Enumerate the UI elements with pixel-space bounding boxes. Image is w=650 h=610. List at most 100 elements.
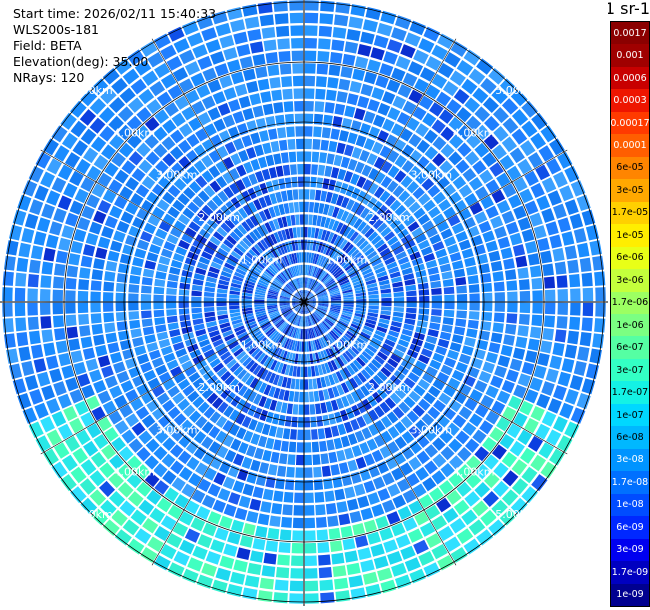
beta-range-gate [286, 377, 292, 389]
beta-range-gate [380, 430, 393, 444]
azimuth-lines [0, 0, 608, 606]
beta-range-gate [229, 294, 240, 299]
beta-range-gate [250, 328, 261, 336]
beta-range-gate [463, 374, 476, 388]
beta-range-gate [288, 441, 297, 453]
beta-range-gate [484, 472, 500, 489]
beta-range-gate [179, 539, 195, 555]
beta-range-gate [179, 49, 195, 65]
beta-range-gate [245, 445, 257, 458]
beta-range-gate [305, 302, 316, 307]
beta-range-gate [113, 361, 126, 374]
beta-range-gate [193, 160, 207, 173]
beta-range-gate [403, 323, 415, 331]
beta-range-gate [210, 51, 225, 65]
beta-range-gate [304, 593, 319, 604]
beta-range-gate [373, 434, 386, 448]
beta-range-gate [43, 342, 56, 357]
beta-range-gate [537, 352, 550, 367]
beta-range-gate [290, 214, 296, 226]
beta-range-gate [304, 492, 314, 503]
beta-range-gate [494, 292, 505, 302]
beta-range-gate [158, 338, 171, 349]
beta-range-gate [209, 411, 222, 424]
beta-range-gate [255, 286, 267, 292]
beta-range-gate [346, 498, 359, 511]
beta-range-gate [350, 323, 361, 331]
beta-range-gate [358, 240, 369, 251]
beta-range-gate [319, 271, 328, 281]
beta-range-gate [518, 313, 530, 325]
beta-range-gate [438, 392, 452, 405]
beta-range-gate [282, 308, 292, 315]
beta-range-gate [184, 528, 201, 543]
beta-range-gate [423, 428, 437, 442]
beta-range-gate [480, 77, 497, 95]
beta-range-gate [217, 347, 229, 357]
beta-range-gate [288, 390, 295, 402]
beta-range-gate [499, 434, 515, 450]
beta-range-gate [312, 253, 317, 264]
beta-range-gate [143, 369, 157, 382]
beta-range-gate [497, 355, 511, 368]
beta-range-gate [214, 63, 229, 77]
beta-range-gate [382, 252, 394, 261]
beta-range-gate [326, 281, 337, 289]
beta-range-gate [344, 243, 355, 254]
beta-range-gate [283, 338, 290, 349]
beta-range-gate [517, 429, 533, 446]
beta-range-gate [300, 227, 304, 238]
beta-range-gate [262, 323, 272, 332]
beta-range-gate [325, 316, 336, 324]
beta-range-gate [564, 199, 579, 215]
beta-range-gate [63, 405, 78, 422]
beta-range-gate [309, 189, 316, 200]
beta-range-gate [567, 330, 579, 345]
beta-range-gate [250, 433, 261, 446]
beta-range-gate [305, 299, 316, 302]
beta-range-gate [406, 307, 417, 314]
beta-range-gate [248, 270, 259, 279]
beta-range-gate [268, 309, 279, 314]
beta-range-gate [407, 371, 420, 383]
beta-range-gate [553, 203, 567, 219]
beta-range-gate [284, 228, 291, 240]
beta-range-gate [325, 245, 333, 256]
beta-range-gate [90, 313, 102, 324]
beta-range-gate [401, 144, 415, 158]
beta-range-gate [524, 240, 538, 254]
beta-range-gate [337, 275, 348, 283]
beta-range-gate [226, 235, 237, 246]
beta-range-gate [409, 20, 426, 36]
beta-range-gate [300, 354, 304, 365]
beta-range-gate [216, 297, 227, 302]
beta-range-gate [387, 441, 400, 454]
beta-range-gate [352, 342, 363, 353]
beta-range-gate [375, 75, 389, 89]
beta-range-gate [273, 153, 282, 165]
beta-range-gate [329, 52, 343, 64]
beta-range-gate [174, 95, 190, 110]
beta-range-gate [391, 562, 407, 577]
beta-range-gate [268, 310, 279, 316]
beta-range-gate [339, 318, 350, 325]
beta-range-gate [447, 214, 461, 227]
beta-range-gate [381, 302, 392, 307]
beta-range-gate [196, 84, 211, 98]
beta-range-gate [478, 370, 492, 384]
beta-range-gate [280, 402, 288, 414]
beta-range-gate [448, 472, 464, 488]
beta-range-gate [332, 206, 340, 218]
beta-range-gate [595, 302, 606, 317]
beta-range-gate [72, 447, 88, 464]
range-ring-label: 4.00km [114, 126, 156, 139]
instrument-text: WLS200s-181 [13, 22, 99, 37]
beta-range-gate [313, 312, 321, 322]
beta-range-gate [509, 440, 525, 457]
beta-range-gate [279, 273, 287, 282]
beta-range-gate [316, 268, 323, 279]
beta-range-gate [312, 454, 321, 465]
beta-range-gate [154, 62, 171, 79]
beta-range-gate [61, 454, 78, 472]
beta-range-gate [440, 228, 453, 240]
